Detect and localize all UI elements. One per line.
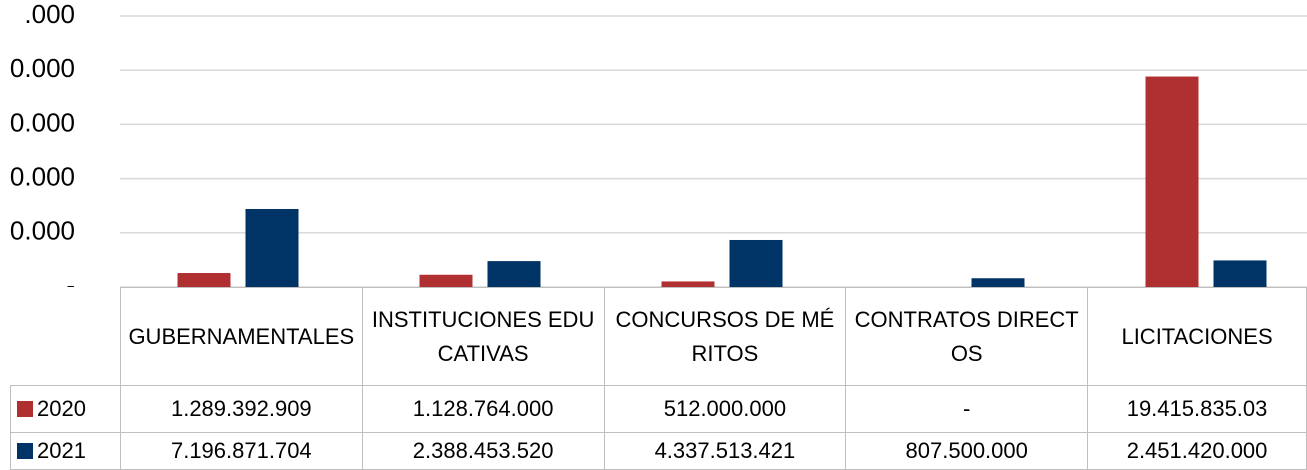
value-label: 1.289.392.909	[119, 385, 363, 433]
legend-label: 2021	[37, 438, 86, 463]
value-label: 512.000.000	[603, 385, 847, 433]
value-label: -	[845, 385, 1089, 433]
legend-cell: 2021	[10, 432, 121, 470]
category-label: CONCURSOS DE MÉRITOS	[603, 287, 847, 386]
y-tick-label: 0.000	[10, 161, 75, 191]
bar	[661, 281, 715, 287]
y-tick-label: .000	[24, 0, 75, 29]
value-label: 4.337.513.421	[603, 432, 847, 470]
legend-cell: 2020	[10, 385, 121, 433]
bar	[487, 261, 541, 287]
value-label: 7.196.871.704	[119, 432, 363, 470]
value-label: 2.451.420.000	[1087, 432, 1307, 470]
y-tick-label: -	[66, 270, 75, 287]
header-row: GUBERNAMENTALES INSTITUCIONES EDUCATIVAS C…	[11, 287, 1307, 386]
bar	[419, 274, 473, 287]
y-tick-label: 0.000	[10, 216, 75, 246]
legend-swatch	[17, 401, 33, 417]
series-row: 2020 1.289.392.909 1.128.764.000 512.000.00…	[10, 385, 1307, 433]
legend-label: 2020	[37, 396, 86, 421]
bar	[971, 278, 1025, 287]
value-label: 807.500.000	[845, 432, 1089, 470]
data-table: GUBERNAMENTALES INSTITUCIONES EDUCATIVAS C…	[10, 287, 1307, 470]
category-label: CONTRATOS DIRECTOS	[845, 287, 1089, 386]
category-label: LICITACIONES	[1087, 287, 1307, 386]
bar	[1145, 76, 1199, 287]
category-label: INSTITUCIONES EDUCATIVAS	[361, 287, 605, 386]
blank-cell	[11, 288, 121, 386]
y-tick-label: 0.000	[10, 107, 75, 137]
y-tick-label: 0.000	[10, 53, 75, 83]
series-row: 2021 7.196.871.704 2.388.453.520 4.337.513.…	[10, 432, 1307, 470]
value-label: 1.128.764.000	[361, 385, 605, 433]
bar	[177, 273, 231, 287]
bar	[245, 208, 299, 287]
category-label: GUBERNAMENTALES	[119, 287, 363, 386]
value-label: 2.388.453.520	[361, 432, 605, 470]
value-label: 19.415.835.03	[1087, 385, 1307, 433]
chart: - 0.000 0.000 0.000 0.000 .000	[10, 0, 1307, 287]
bar	[1213, 260, 1267, 287]
bar	[729, 239, 783, 287]
legend-swatch	[17, 443, 33, 459]
